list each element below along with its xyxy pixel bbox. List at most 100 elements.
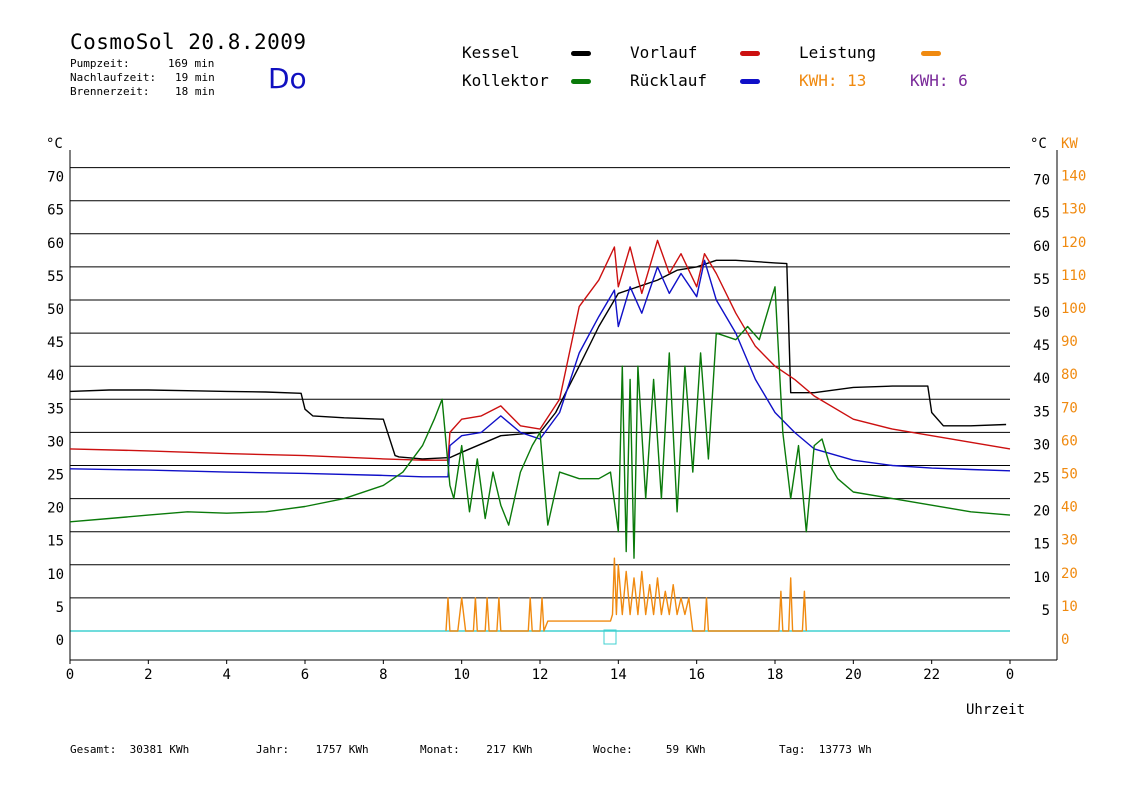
stat-label: Brennerzeit: (70, 85, 150, 98)
x-tick-label: 4 (222, 667, 230, 683)
legend-kessel-swatch (571, 51, 591, 56)
x-axis-title: Uhrzeit (966, 702, 1025, 718)
axes (69, 150, 1058, 664)
y2-tick-label: 100 (1061, 301, 1086, 317)
grid-lines (70, 167, 1010, 632)
y2-tick-label: 30 (1061, 533, 1078, 549)
y-tick-label-left: 25 (47, 468, 64, 484)
y2-tick-label: 60 (1061, 433, 1078, 449)
legend-kwh-secondary: KWH: 6 (910, 71, 968, 90)
footer-value: 13773 Wh (818, 743, 872, 756)
y2-tick-label: 120 (1061, 235, 1086, 251)
stat-nachlaufzeit: Nachlaufzeit: 19 min (70, 71, 215, 84)
legend-kessel-label: Kessel (462, 43, 520, 62)
y-tick-label-right: 35 (1033, 404, 1050, 420)
y-tick-label-left: 55 (47, 269, 64, 285)
y2-tick-label: 90 (1061, 334, 1078, 350)
series-line-kollektor (69, 286, 1011, 559)
y-tick-label-right: 15 (1033, 537, 1050, 553)
footer-value: 30381 KWh (129, 743, 190, 756)
x-tick-label: 8 (379, 667, 387, 683)
footer-gesamt: Gesamt: 30381 KWh (70, 743, 189, 756)
series-line-vorlauf (69, 239, 1011, 461)
y2-axis-unit: KW (1061, 136, 1078, 152)
footer-jahr: Jahr: 1757 KWh (256, 743, 369, 756)
footer-value: 59 KWh (665, 743, 706, 756)
series-line-ruecklauf (69, 259, 1011, 478)
x-tick-label: 2 (144, 667, 152, 683)
legend-leistung-swatch (921, 51, 941, 56)
stat-value: 18 min (175, 85, 215, 98)
x-tick-label: 14 (610, 667, 627, 683)
series-line-leistung (445, 557, 807, 632)
chart-title: CosmoSol 20.8.2009 (70, 30, 307, 54)
y2-tick-label: 70 (1061, 400, 1078, 416)
y-tick-label-left: 10 (47, 567, 64, 583)
y-tick-label-right: 45 (1033, 338, 1050, 354)
x-tick-label: 20 (845, 667, 862, 683)
y-tick-label-right: 10 (1033, 570, 1050, 586)
legend-kollektor-label: Kollektor (462, 71, 549, 90)
legend-leistung-label: Leistung (799, 43, 877, 62)
legend-vorlauf-label: Vorlauf (630, 43, 698, 62)
y-axis-unit-left: °C (46, 136, 63, 152)
x-tick-label: 10 (453, 667, 470, 683)
y-tick-label-left: 40 (47, 368, 64, 384)
footer-label: Jahr: (256, 743, 290, 756)
series-lines (69, 239, 1011, 632)
y2-tick-label: 0 (1061, 632, 1069, 648)
y-tick-label-left: 30 (47, 434, 64, 450)
footer-value: 1757 KWh (315, 743, 369, 756)
footer-label: Gesamt: (70, 743, 117, 756)
stat-value: 169 min (168, 57, 215, 70)
y-tick-label-left: 45 (47, 335, 64, 351)
weekday-label: Do (268, 62, 307, 95)
legend-kollektor-swatch (571, 79, 591, 84)
y-tick-label-left: 35 (47, 401, 64, 417)
y-tick-label-left: 65 (47, 203, 64, 219)
y2-tick-label: 140 (1061, 169, 1086, 185)
series-line-kessel (69, 259, 1007, 460)
stat-value: 19 min (175, 71, 215, 84)
y-tick-label-left: 15 (47, 534, 64, 550)
y-tick-label-right: 20 (1033, 504, 1050, 520)
y-tick-label-right: 5 (1042, 603, 1050, 619)
legend-ruecklauf-label: Rücklauf (630, 71, 708, 90)
y-tick-label-right: 60 (1033, 239, 1050, 255)
y-tick-label-left: 5 (56, 600, 64, 616)
footer-label: Tag: (779, 743, 806, 756)
y-tick-label-left: 60 (47, 236, 64, 252)
legend-vorlauf-swatch (740, 51, 760, 56)
stat-pumpzeit: Pumpzeit: 169 min (70, 57, 214, 70)
x-tick-label: 0 (66, 667, 74, 683)
footer-value: 217 KWh (486, 743, 533, 756)
x-tick-label: 0 (1006, 667, 1014, 683)
footer-tag: Tag: 13773 Wh (779, 743, 872, 756)
y2-tick-label: 80 (1061, 367, 1078, 383)
x-tick-label: 16 (688, 667, 705, 683)
y2-tick-label: 20 (1061, 566, 1078, 582)
y-tick-label-right: 70 (1033, 173, 1050, 189)
x-tick-label: 22 (923, 667, 940, 683)
stat-label: Nachlaufzeit: (70, 71, 157, 84)
axis-labels: 0 2 4 6 8 10 12 14 16 18 20 22 005101520253035404550… (46, 136, 1086, 718)
y-tick-label-right: 55 (1033, 272, 1050, 288)
y-tick-label-right: 65 (1033, 206, 1050, 222)
y-axis-unit-right: °C (1030, 136, 1047, 152)
y-tick-label-right: 25 (1033, 471, 1050, 487)
y-tick-label-left: 0 (56, 633, 64, 649)
legend-ruecklauf-swatch (740, 79, 760, 84)
y-tick-label-left: 50 (47, 302, 64, 318)
marker-square (603, 629, 617, 645)
y2-tick-label: 110 (1061, 268, 1086, 284)
y-tick-label-right: 50 (1033, 305, 1050, 321)
footer-monat: Monat: 217 KWh (420, 743, 533, 756)
y2-tick-label: 10 (1061, 599, 1078, 615)
footer-label: Monat: (420, 743, 460, 756)
x-tick-label: 12 (532, 667, 549, 683)
y-tick-label-right: 30 (1033, 437, 1050, 453)
stat-brennerzeit: Brennerzeit: 18 min (70, 85, 215, 98)
y2-tick-label: 50 (1061, 467, 1078, 483)
y2-tick-label: 130 (1061, 202, 1086, 218)
